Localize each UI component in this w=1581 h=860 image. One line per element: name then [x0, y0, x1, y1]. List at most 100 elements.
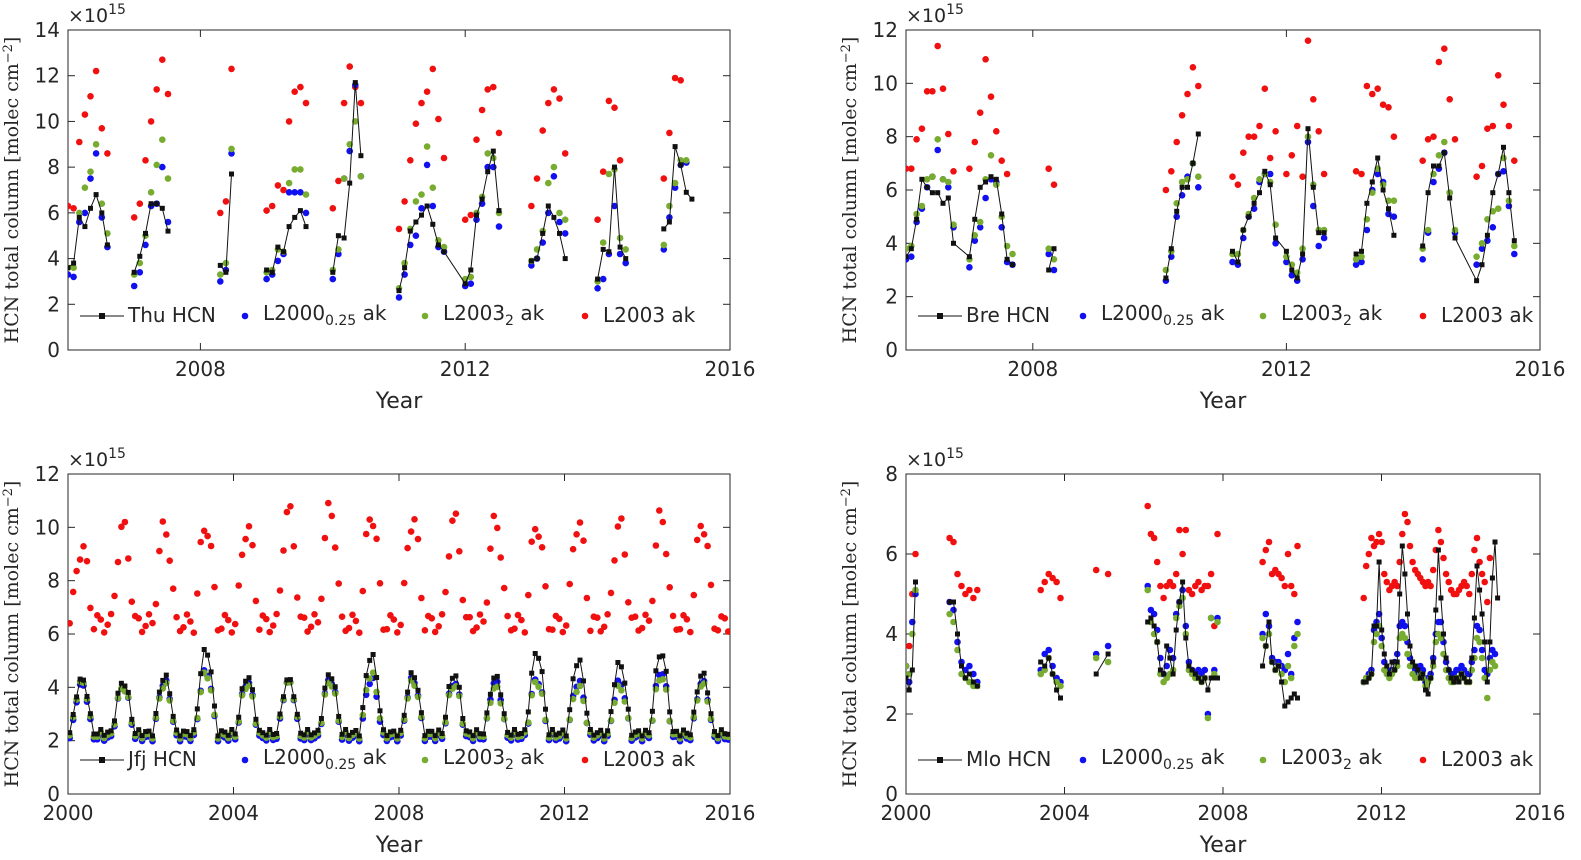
green-point	[373, 688, 380, 696]
black-point	[940, 200, 946, 206]
black-point	[1257, 190, 1262, 196]
red-point	[923, 88, 931, 95]
red-point	[1195, 578, 1202, 586]
blue-point	[1363, 226, 1371, 234]
black-point	[1380, 187, 1386, 193]
black-point	[298, 730, 304, 736]
black-point	[87, 711, 93, 717]
black-line	[398, 150, 500, 291]
legend-blue-sub: 0.25	[325, 313, 356, 329]
red-point	[1310, 96, 1317, 103]
black-point	[919, 176, 925, 182]
black-point	[1038, 659, 1044, 665]
black-point	[1208, 675, 1214, 681]
blue-point	[217, 278, 224, 285]
red-point	[1484, 598, 1491, 606]
red-point	[550, 86, 558, 93]
legend-green-sub: 2	[505, 313, 514, 329]
red-point	[1435, 58, 1443, 66]
red-point	[80, 543, 87, 550]
black-point	[1487, 639, 1493, 645]
black-point	[1420, 671, 1426, 677]
black-point	[687, 732, 693, 738]
green-point	[297, 166, 304, 173]
black-point	[587, 727, 593, 732]
black-point	[343, 727, 349, 732]
black-point	[1269, 659, 1275, 665]
black-point	[384, 733, 390, 739]
red-point	[1173, 138, 1180, 146]
black-point	[424, 203, 430, 209]
red-point	[1178, 112, 1186, 119]
red-point	[459, 596, 467, 604]
red-point	[649, 597, 656, 605]
black-point	[460, 716, 466, 721]
green-point	[362, 686, 370, 694]
black-point	[1251, 200, 1257, 206]
black-point	[1431, 163, 1436, 169]
blue-point	[556, 218, 563, 226]
black-point	[1423, 687, 1428, 693]
red-point	[478, 106, 486, 114]
legend-green-tail: ak	[1352, 301, 1383, 325]
red-point	[263, 207, 270, 214]
green-point	[1435, 152, 1443, 159]
red-point	[268, 202, 276, 210]
red-point	[407, 528, 415, 535]
black-point	[632, 729, 638, 735]
red-point	[104, 621, 111, 628]
red-point	[228, 65, 235, 73]
black-point	[246, 675, 252, 681]
red-point	[1494, 72, 1502, 79]
green-point	[1491, 662, 1499, 670]
green-point	[1104, 658, 1112, 666]
red-point	[1430, 133, 1437, 140]
red-point	[407, 157, 414, 164]
red-point	[666, 584, 673, 591]
red-point	[556, 615, 563, 623]
black-point	[1490, 190, 1496, 196]
red-point	[100, 629, 108, 636]
red-point	[1266, 154, 1274, 162]
black-point	[154, 201, 160, 207]
black-point	[1477, 587, 1483, 593]
green-point	[1494, 205, 1502, 212]
blue-point	[1374, 170, 1381, 178]
red-point	[314, 619, 322, 626]
black-point	[683, 189, 689, 195]
black-point	[322, 685, 328, 691]
y-tick-label: 4	[885, 231, 898, 255]
black-point	[487, 691, 493, 697]
blue-point	[297, 189, 304, 196]
green-point	[707, 715, 715, 723]
red-point	[1299, 173, 1306, 180]
black-point	[275, 244, 281, 250]
red-point	[625, 599, 632, 606]
black-point	[701, 670, 707, 676]
red-point	[645, 617, 653, 624]
green-point	[331, 690, 339, 697]
red-point	[218, 625, 225, 632]
green-point	[622, 246, 629, 253]
black-point	[1492, 539, 1498, 545]
red-point	[480, 618, 487, 625]
black-point	[1484, 679, 1490, 685]
black-point	[305, 727, 311, 732]
black-point	[88, 205, 93, 211]
blue-point	[423, 161, 431, 169]
blue-point	[976, 224, 984, 231]
black-point	[281, 694, 286, 700]
black-point	[1438, 595, 1444, 601]
red-point	[559, 628, 567, 636]
red-point	[642, 611, 649, 619]
red-point	[1429, 566, 1437, 574]
y-tick-label: 2	[885, 285, 898, 309]
green-point	[599, 239, 607, 246]
black-point	[308, 732, 314, 738]
red-point	[92, 67, 100, 75]
black-point	[391, 728, 397, 734]
green-point	[211, 711, 218, 719]
black-point	[1058, 695, 1063, 701]
black-point	[1272, 667, 1278, 673]
red-point	[1176, 526, 1183, 534]
